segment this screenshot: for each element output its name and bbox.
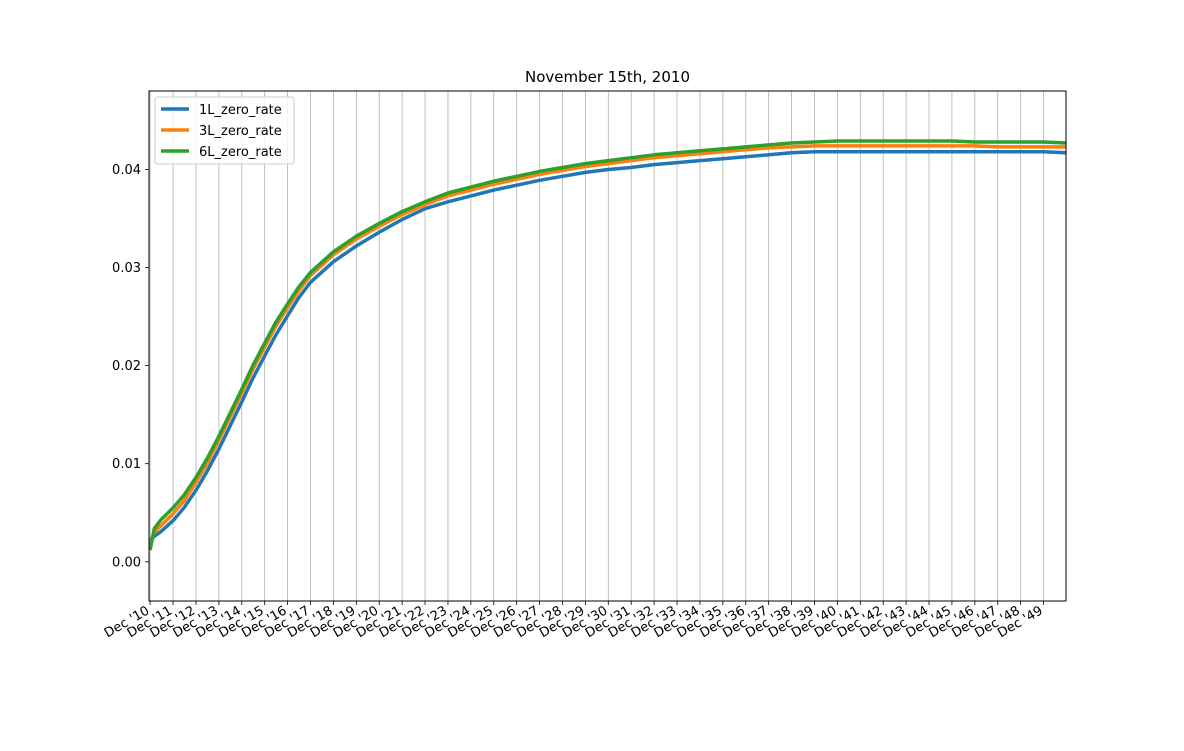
legend: 1L_zero_rate 3L_zero_rate 6L_zero_rate (155, 97, 294, 164)
y-tick-label: 0.03 (112, 261, 141, 276)
y-tick-label: 0.02 (112, 359, 141, 374)
legend-label: 3L_zero_rate (199, 124, 282, 139)
chart-title: November 15th, 2010 (525, 68, 690, 86)
y-tick-label: 0.04 (112, 163, 141, 178)
y-axis: 0.00 0.01 0.02 0.03 0.04 (112, 163, 149, 570)
legend-label: 6L_zero_rate (199, 145, 282, 160)
plot-frame (149, 91, 1066, 601)
y-tick-label: 0.01 (112, 457, 141, 472)
x-gridlines (150, 91, 1043, 601)
y-tick-label: 0.00 (112, 555, 141, 570)
legend-label: 1L_zero_rate (199, 103, 282, 118)
